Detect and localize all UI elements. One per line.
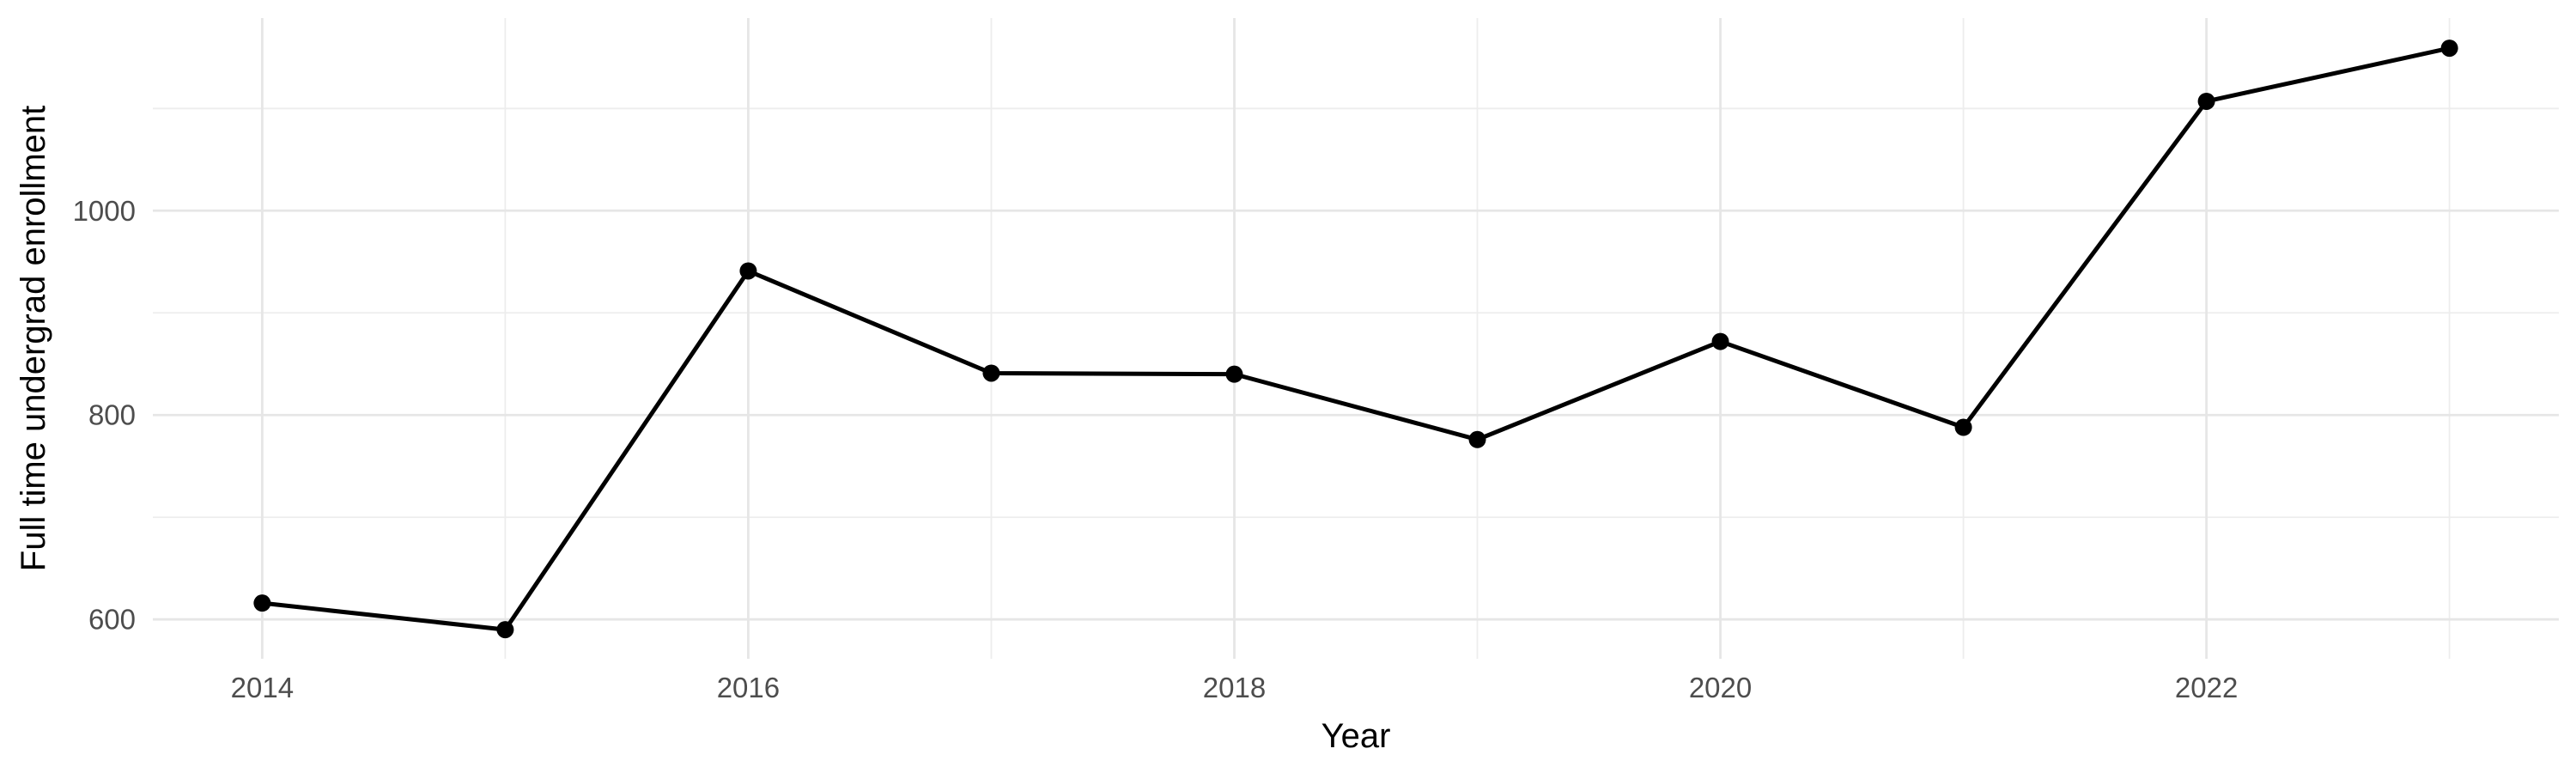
gridlines-major xyxy=(153,18,2559,659)
x-tick-label: 2016 xyxy=(717,672,780,703)
data-point xyxy=(496,621,514,639)
data-point xyxy=(739,262,757,280)
x-tick-label: 2020 xyxy=(1689,672,1752,703)
data-point xyxy=(1711,332,1729,350)
x-tick-label: 2014 xyxy=(231,672,294,703)
x-tick-label: 2018 xyxy=(1203,672,1266,703)
data-point xyxy=(2440,40,2458,58)
data-point xyxy=(1468,430,1486,448)
data-point xyxy=(2197,92,2215,110)
trend-line xyxy=(262,46,2451,632)
gridlines-minor xyxy=(153,18,2559,659)
data-point xyxy=(1954,418,1972,436)
x-axis-title: Year xyxy=(1321,717,1391,755)
axis-tick-labels: 600 800 1000 2014 2016 2018 2020 2022 xyxy=(73,195,2239,703)
y-tick-label: 600 xyxy=(88,604,136,636)
y-tick-label: 800 xyxy=(88,399,136,431)
data-series xyxy=(253,40,2458,639)
x-tick-label: 2022 xyxy=(2175,672,2238,703)
y-tick-label: 1000 xyxy=(73,195,136,227)
data-point xyxy=(982,364,1000,382)
data-point xyxy=(253,594,271,612)
y-axis-title: Full time undergrad enrollment xyxy=(15,106,52,571)
data-point xyxy=(1225,365,1243,383)
